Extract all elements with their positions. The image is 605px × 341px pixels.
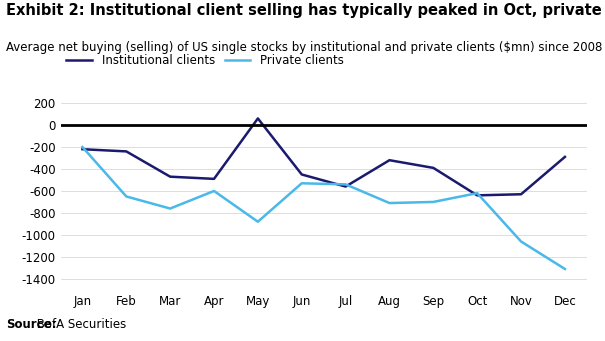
Private clients [298,181,306,185]
Line: Institutional clients: Institutional clients [82,118,565,195]
Line: Private clients: Private clients [82,147,565,269]
Private clients [254,220,261,224]
Legend: Institutional clients, Private clients: Institutional clients, Private clients [67,55,344,68]
Institutional clients [298,173,306,177]
Private clients [123,194,130,198]
Private clients [386,201,393,205]
Private clients [474,191,481,195]
Private clients [211,189,218,193]
Text: Source:: Source: [6,318,56,331]
Institutional clients [166,175,174,179]
Institutional clients [79,147,86,151]
Institutional clients [430,166,437,170]
Institutional clients [561,155,569,159]
Private clients [166,207,174,211]
Private clients [430,200,437,204]
Private clients [561,267,569,271]
Private clients [342,182,349,187]
Text: Exhibit 2: Institutional client selling has typically peaked in Oct, private cli: Exhibit 2: Institutional client selling … [6,3,605,18]
Institutional clients [517,192,525,196]
Text: Average net buying (selling) of US single stocks by institutional and private cl: Average net buying (selling) of US singl… [6,41,603,54]
Institutional clients [386,158,393,162]
Institutional clients [342,184,349,189]
Institutional clients [123,149,130,153]
Institutional clients [211,177,218,181]
Institutional clients [474,193,481,197]
Institutional clients [254,116,261,120]
Private clients [79,145,86,149]
Private clients [517,239,525,243]
Text: BofA Securities: BofA Securities [33,318,126,331]
